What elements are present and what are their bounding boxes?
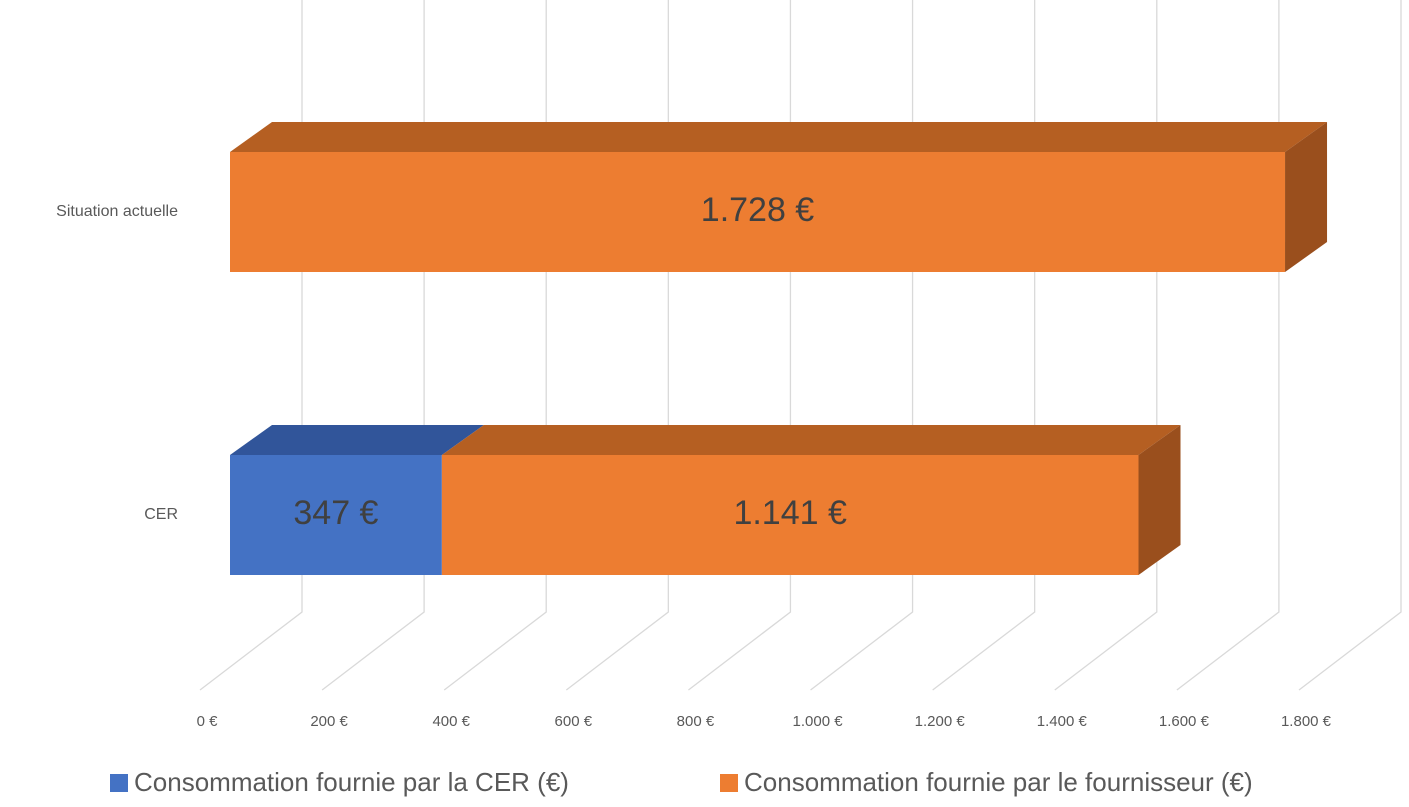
grid-line (1176, 0, 1280, 691)
bar (441, 455, 1139, 575)
x-tick-label: 400 € (432, 713, 470, 730)
x-tick-label: 1.400 € (1037, 713, 1088, 730)
grid-line (443, 0, 547, 691)
legend-label: Consommation fournie par la CER (€) (134, 767, 569, 797)
bar-top (230, 425, 484, 455)
grid-line (1054, 0, 1158, 691)
legend-swatch (720, 774, 738, 792)
x-tick-label: 200 € (310, 713, 348, 730)
bar-side (1138, 425, 1181, 575)
y-tick-label: Situation actuelle (56, 203, 178, 220)
x-tick-label: 1.000 € (793, 713, 844, 730)
x-tick-label: 1.800 € (1281, 713, 1332, 730)
x-tick-label: 800 € (677, 713, 715, 730)
data-label: 347 € (293, 494, 378, 532)
grid-line (565, 0, 669, 691)
legend-swatch (110, 774, 128, 792)
grid-line (199, 0, 303, 691)
x-tick-label: 1.600 € (1159, 713, 1210, 730)
grid-line (1298, 0, 1402, 691)
bar-top (230, 122, 1328, 152)
grid-line (932, 0, 1036, 691)
x-tick-label: 1.200 € (915, 713, 966, 730)
bar (230, 455, 442, 575)
grid-line (688, 0, 792, 691)
data-label: 1.141 € (733, 494, 847, 532)
legend-label: Consommation fournie par le fournisseur … (744, 767, 1253, 797)
x-tick-label: 0 € (197, 713, 219, 730)
y-tick-label: CER (144, 506, 178, 523)
grid-line (321, 0, 425, 691)
grid-line (810, 0, 914, 691)
bar-top (441, 425, 1181, 455)
data-label: 1.728 € (701, 191, 815, 229)
x-tick-label: 600 € (555, 713, 593, 730)
bar-side (1285, 122, 1328, 272)
bar (230, 152, 1286, 272)
